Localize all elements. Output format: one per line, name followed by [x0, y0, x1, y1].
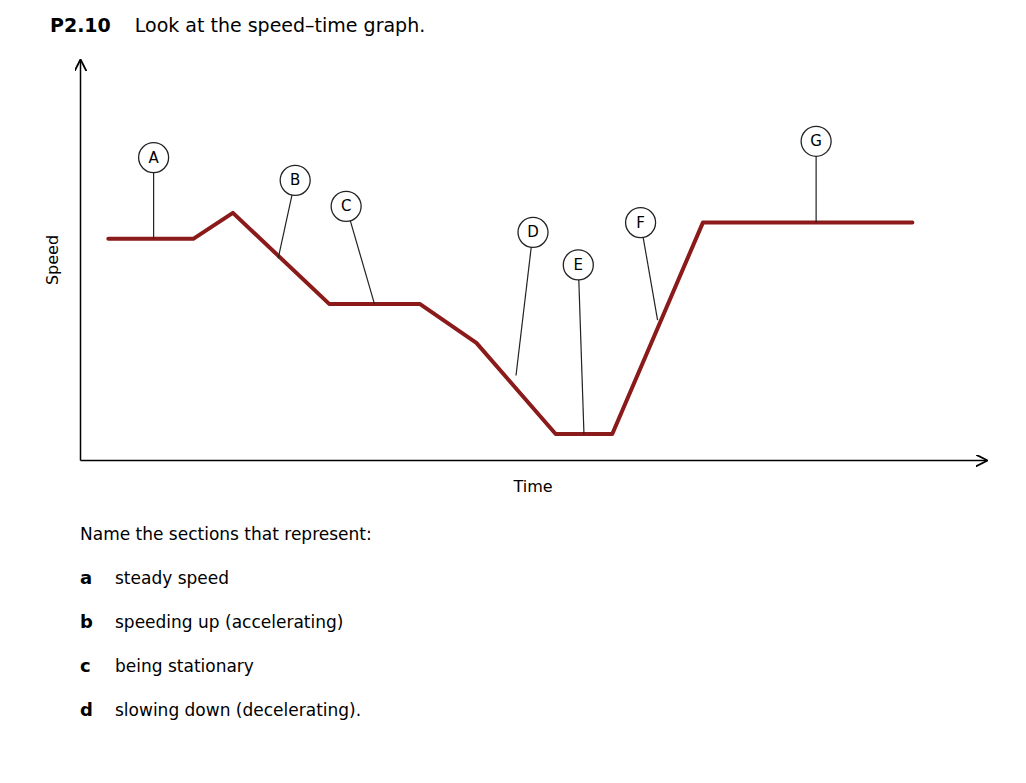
- annotation: A: [139, 143, 169, 239]
- annotation-connector: [578, 265, 584, 434]
- annotation-circle: [331, 191, 361, 221]
- x-axis: [81, 460, 987, 461]
- annotation-label: A: [148, 149, 159, 167]
- y-axis-line: [80, 61, 82, 461]
- annotation-circle: [626, 208, 656, 238]
- annotation: F: [626, 208, 658, 321]
- annotation-circle: [801, 126, 831, 156]
- title: P2.10: [50, 14, 111, 36]
- annotation: D: [516, 217, 548, 375]
- y-axis: [80, 61, 81, 461]
- annotation-circle: [518, 217, 548, 247]
- plot: Time Speed A B C D E F G: [43, 61, 987, 497]
- annotation: B: [278, 165, 310, 258]
- item-letter: b: [80, 611, 93, 632]
- question: Name the sections that represent:: [80, 524, 372, 544]
- annotation-circle: [139, 143, 169, 173]
- y-axis-title: Speed: [43, 235, 62, 285]
- x-axis-line: [81, 460, 987, 462]
- speed-line: [108, 213, 912, 434]
- annotation-label: C: [341, 197, 351, 215]
- annotation-connector: [516, 232, 533, 375]
- chart: P2.10 Look at the speed–time graph. Time Sp…: [0, 0, 1026, 783]
- annotation-label: B: [290, 171, 300, 189]
- item-letter: a: [80, 567, 92, 588]
- annotation-label: D: [527, 223, 539, 241]
- annotation-circle: [280, 165, 310, 195]
- annotation: C: [331, 191, 374, 304]
- annotation-label: F: [636, 214, 645, 232]
- annotation: E: [563, 250, 593, 434]
- item-letter: d: [80, 699, 93, 720]
- item-letter: c: [80, 655, 91, 676]
- item-text: slowing down (decelerating).: [115, 700, 361, 720]
- annotation-circle: [563, 250, 593, 280]
- item-text: steady speed: [115, 568, 229, 588]
- x-axis-title: Time: [512, 477, 552, 496]
- marks: [108, 213, 912, 434]
- item-text: being stationary: [115, 656, 254, 676]
- item-text: speeding up (accelerating): [115, 612, 343, 632]
- annotations: A B C D E F G: [139, 126, 832, 434]
- annotation-label: E: [574, 256, 583, 274]
- annotation: G: [801, 126, 831, 222]
- subtitle: Look at the speed–time graph.: [135, 14, 425, 36]
- annotation-label: G: [810, 132, 822, 150]
